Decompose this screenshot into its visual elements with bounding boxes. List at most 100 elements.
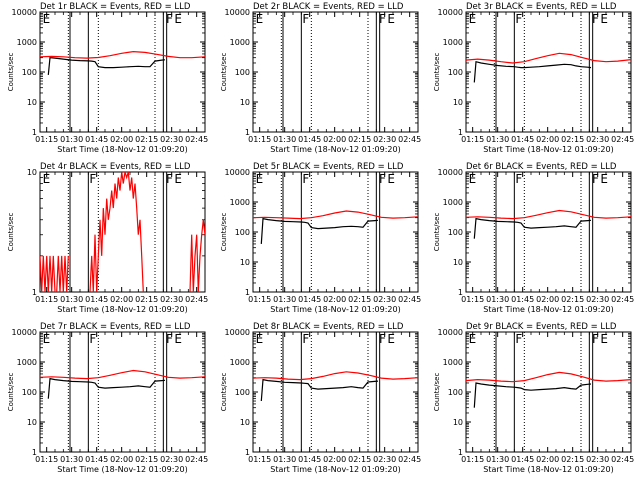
- x-tick-label: 02:15: [348, 295, 371, 304]
- x-tick-label: 01:45: [85, 135, 108, 144]
- x-tick-label: 02:30: [160, 295, 183, 304]
- y-tick-label: 100: [235, 388, 250, 397]
- plot-frame: [39, 171, 206, 293]
- y-tick-label: 10: [240, 418, 250, 427]
- panel-det5r: Det 5r BLACK = Events, RED = LLD 1 10 100 10…: [220, 162, 421, 314]
- panel-title: Det 7r BLACK = Events, RED = LLD: [40, 322, 191, 332]
- panel-title: Det 4r BLACK = Events, RED = LLD: [40, 162, 191, 172]
- events-series-line: [514, 219, 592, 229]
- flag-label-f: F: [302, 12, 309, 26]
- x-tick-label: 01:15: [248, 455, 271, 464]
- panel-det4r: Det 4r BLACK = Events, RED = LLD 1 10 01:15…: [7, 162, 208, 314]
- flag-label-f: F: [379, 12, 386, 26]
- x-tick-label: 02:45: [611, 455, 634, 464]
- flag-label-f: F: [379, 172, 386, 186]
- y-axis-label: Counts/sec: [433, 213, 441, 252]
- x-tick-label: 01:45: [511, 295, 534, 304]
- x-tick-label: 01:45: [85, 295, 108, 304]
- x-tick-label: 02:45: [611, 135, 634, 144]
- flag-label-f: F: [166, 332, 173, 346]
- y-tick-label: 10000: [12, 328, 37, 337]
- flag-label-f: F: [592, 12, 599, 26]
- flag-label-e: E: [469, 12, 477, 26]
- y-tick-label: 10: [27, 168, 37, 177]
- flag-label-e: E: [600, 172, 608, 186]
- flag-label-e: E: [174, 12, 182, 26]
- y-tick-label: 10000: [438, 8, 463, 17]
- y-tick-label: 1000: [17, 38, 37, 47]
- x-tick-label: 02:45: [398, 135, 421, 144]
- x-tick-label: 01:45: [85, 455, 108, 464]
- y-tick-label: 100: [235, 228, 250, 237]
- x-tick-label: 01:15: [35, 455, 58, 464]
- lld-series-line: [253, 210, 418, 220]
- flag-label-e: E: [600, 332, 608, 346]
- x-axis-label: Start Time (18-Nov-12 01:09:20): [57, 465, 187, 474]
- series-group: [40, 172, 205, 292]
- x-tick-label: 01:30: [273, 135, 296, 144]
- panel-det8r: Det 8r BLACK = Events, RED = LLD 1 10 100 10…: [220, 322, 421, 474]
- flag-label-e: E: [43, 332, 51, 346]
- y-axis-label: Counts/sec: [7, 53, 15, 92]
- events-series-line: [301, 219, 379, 230]
- y-tick-label: 1: [245, 128, 250, 137]
- x-tick-label: 02:00: [323, 295, 346, 304]
- x-tick-label: 01:30: [60, 295, 83, 304]
- x-tick-label: 02:15: [561, 295, 584, 304]
- flag-label-e: E: [43, 12, 51, 26]
- x-axis-label: Start Time (18-Nov-12 01:09:20): [483, 145, 613, 154]
- y-tick-label: 100: [235, 68, 250, 77]
- panel-det1r: Det 1r BLACK = Events, RED = LLD 1 10 100 10…: [7, 2, 208, 154]
- flag-label-e: E: [600, 12, 608, 26]
- x-tick-label: 02:15: [348, 455, 371, 464]
- y-tick-label: 1: [245, 288, 250, 297]
- y-tick-label: 10: [240, 258, 250, 267]
- plot-frame: [252, 171, 419, 293]
- plot-frame: [465, 331, 632, 453]
- panel-title: Det 9r BLACK = Events, RED = LLD: [466, 322, 617, 332]
- y-tick-label: 1000: [17, 358, 37, 367]
- flag-label-e: E: [387, 12, 395, 26]
- x-tick-label: 01:15: [461, 455, 484, 464]
- events-series-line: [260, 378, 302, 402]
- x-tick-label: 02:00: [536, 295, 559, 304]
- lld-series-line: [40, 255, 69, 292]
- lld-series-line: [40, 50, 205, 59]
- y-tick-label: 1: [32, 128, 37, 137]
- panel-title: Det 5r BLACK = Events, RED = LLD: [253, 162, 404, 172]
- x-axis-label: Start Time (18-Nov-12 01:09:20): [483, 465, 613, 474]
- x-tick-label: 01:30: [273, 295, 296, 304]
- x-tick-label: 02:45: [185, 135, 208, 144]
- flag-label-f: F: [166, 172, 173, 186]
- y-axis-label: Counts/sec: [7, 373, 15, 412]
- x-tick-label: 01:30: [486, 135, 509, 144]
- y-tick-label: 1000: [230, 198, 250, 207]
- x-tick-label: 01:30: [486, 455, 509, 464]
- flag-label-f: F: [515, 332, 522, 346]
- x-tick-label: 01:45: [298, 135, 321, 144]
- x-tick-label: 02:30: [160, 455, 183, 464]
- x-tick-label: 01:15: [248, 295, 271, 304]
- series-group: [466, 371, 631, 408]
- events-series-line: [301, 380, 379, 390]
- events-series-line: [473, 217, 515, 239]
- x-tick-label: 02:30: [586, 295, 609, 304]
- y-tick-label: 10: [453, 418, 463, 427]
- series-group: [466, 52, 631, 83]
- plot-frame: [465, 11, 632, 133]
- panel-det3r: Det 3r BLACK = Events, RED = LLD 1 10 100 10…: [433, 2, 634, 154]
- y-tick-label: 10000: [12, 8, 37, 17]
- y-tick-label: 10000: [225, 328, 250, 337]
- series-group: [253, 210, 418, 244]
- lld-series-line: [253, 371, 418, 381]
- y-tick-label: 1000: [230, 358, 250, 367]
- x-tick-label: 01:30: [60, 135, 83, 144]
- lld-series-line: [466, 52, 631, 64]
- x-tick-label: 02:15: [561, 135, 584, 144]
- x-tick-label: 01:30: [486, 295, 509, 304]
- plot-frame: [39, 11, 206, 133]
- flag-label-f: F: [592, 332, 599, 346]
- panel-title: Det 2r BLACK = Events, RED = LLD: [253, 2, 404, 12]
- flag-label-e: E: [469, 172, 477, 186]
